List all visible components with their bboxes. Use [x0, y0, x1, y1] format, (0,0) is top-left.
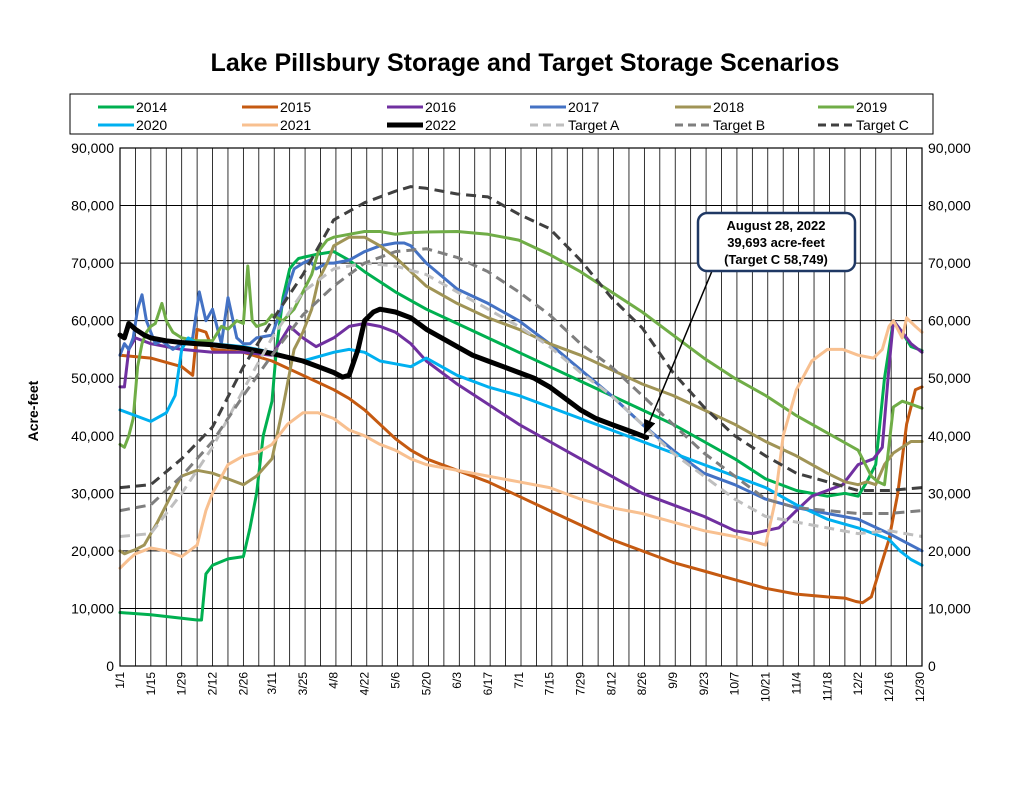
- legend-label-2018: 2018: [713, 99, 744, 115]
- series-line-2021: [118, 316, 924, 570]
- x-tick-label: 9/23: [697, 672, 711, 696]
- x-tick-label: 7/15: [543, 672, 557, 696]
- x-tick-label: 7/29: [573, 672, 587, 696]
- series-line-2018: [118, 235, 924, 556]
- legend-label-2022: 2022: [425, 117, 456, 133]
- callout-box: [696, 211, 857, 273]
- legend-label-2014: 2014: [136, 99, 167, 115]
- x-tick-label: 12/16: [882, 672, 896, 702]
- x-tick-label: 5/20: [419, 672, 433, 696]
- x-tick-label: 2/12: [206, 672, 220, 696]
- y-tick-label-right: 10,000: [928, 600, 971, 616]
- x-tick-label: 11/18: [820, 672, 834, 701]
- legend: 2014 2015 2016 2017 2018 2019 2020 2021 2022 Targ…: [69, 93, 934, 135]
- y-tick-label-right: 70,000: [928, 255, 971, 271]
- x-tick-label: 6/3: [450, 672, 464, 689]
- series-line-2014: [118, 250, 924, 622]
- y-tick-label-left: 50,000: [71, 370, 114, 386]
- legend-box: [69, 93, 934, 135]
- y-tick-label-right: 20,000: [928, 543, 971, 559]
- series-line-target-a: [119, 261, 923, 538]
- series-line-2022: [117, 306, 650, 440]
- chart-title: Lake Pillsbury Storage and Target Storag…: [211, 49, 840, 77]
- x-tick-label: 3/25: [296, 672, 310, 696]
- y-tick-label-left: 40,000: [71, 428, 114, 444]
- legend-label-target-a: Target A: [568, 117, 620, 133]
- x-tick-label: 8/26: [635, 672, 649, 696]
- y-tick-label-right: 80,000: [928, 198, 971, 214]
- series-line-target-c: [119, 185, 923, 492]
- legend-label-2021: 2021: [280, 117, 311, 133]
- y-tick-label-left: 10,000: [71, 600, 114, 616]
- y-tick-label-left: 20,000: [71, 543, 114, 559]
- x-tick-label: 1/1: [113, 672, 127, 689]
- x-tick-label: 9/9: [666, 672, 680, 689]
- legend-label-2020: 2020: [136, 117, 167, 133]
- legend-label-2019: 2019: [856, 99, 887, 115]
- y-tick-label-left: 30,000: [71, 485, 114, 501]
- x-tick-label: 4/22: [358, 672, 372, 696]
- y-axis-title: Acre-feet: [25, 380, 41, 441]
- series-line-2016: [118, 319, 924, 536]
- y-tick-label-right: 40,000: [928, 428, 971, 444]
- x-tick-label: 3/11: [265, 672, 279, 695]
- x-tick-label: 8/12: [604, 672, 618, 696]
- y-tick-label-right: 30,000: [928, 485, 971, 501]
- legend-label-2016: 2016: [425, 99, 456, 115]
- annotation-callout: August 28, 2022 39,693 acre-feet (Target…: [643, 211, 857, 435]
- x-tick-label: 2/26: [236, 672, 250, 696]
- y-tick-label-right: 60,000: [928, 313, 971, 329]
- y-tick-label-right: 50,000: [928, 370, 971, 386]
- x-tick-label: 1/29: [175, 672, 189, 696]
- series-line-target-b: [119, 247, 923, 515]
- x-tick-label: 4/8: [327, 672, 341, 689]
- legend-label-2017: 2017: [568, 99, 599, 115]
- y-tick-label-left: 90,000: [71, 140, 114, 156]
- x-tick-label: 5/6: [388, 672, 402, 689]
- x-tick-label: 6/17: [481, 672, 495, 696]
- callout-arrow: [643, 270, 713, 435]
- y-tick-label-left: 70,000: [71, 255, 114, 271]
- legend-label-2015: 2015: [280, 99, 311, 115]
- callout-line-3: (Target C 58,749): [724, 252, 828, 267]
- axes-layer: 0 0 10,000 10,000 20,000 20,000 30,000 30,000 40…: [71, 140, 971, 702]
- callout-line-1: August 28, 2022: [727, 218, 826, 233]
- x-tick-label: 12/30: [913, 672, 927, 702]
- legend-label-target-c: Target C: [856, 117, 909, 133]
- y-tick-label-right: 0: [928, 658, 936, 674]
- plot-border: [119, 147, 923, 667]
- y-tick-label-right: 90,000: [928, 140, 971, 156]
- x-tick-label: 10/21: [759, 672, 773, 702]
- x-tick-label: 1/15: [144, 672, 158, 696]
- y-tick-label-left: 80,000: [71, 198, 114, 214]
- x-tick-label: 12/2: [851, 672, 865, 696]
- series-line-2019: [118, 230, 924, 487]
- callout-line-2: 39,693 acre-feet: [727, 235, 825, 250]
- x-tick-label: 7/1: [512, 672, 526, 689]
- series-line-2020: [118, 336, 924, 567]
- y-tick-label-left: 0: [106, 658, 114, 674]
- x-tick-label: 11/4: [789, 672, 803, 695]
- legend-label-target-b: Target B: [713, 117, 765, 133]
- x-tick-label: 10/7: [728, 672, 742, 696]
- y-tick-label-left: 60,000: [71, 313, 114, 329]
